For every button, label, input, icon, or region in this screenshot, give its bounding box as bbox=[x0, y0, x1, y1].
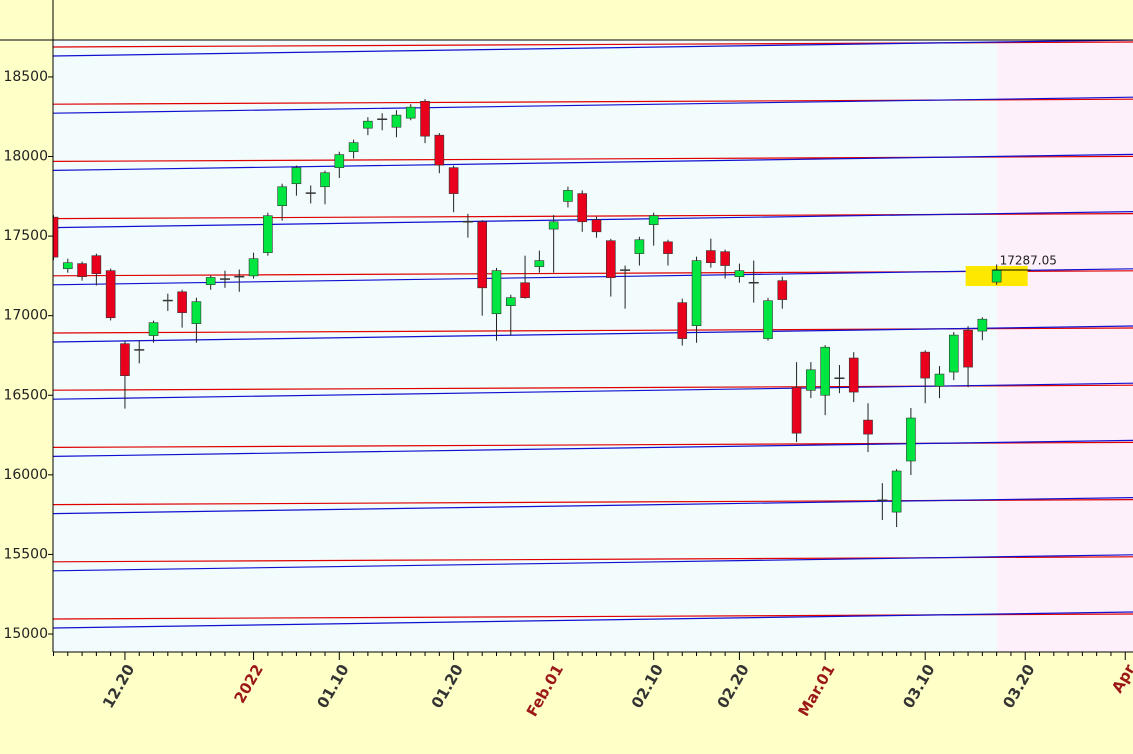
channel-line bbox=[53, 497, 1133, 515]
y-tick-label: 16000 bbox=[3, 467, 48, 483]
candle-body bbox=[348, 142, 359, 153]
candle-body bbox=[505, 297, 516, 306]
candle-body bbox=[434, 134, 445, 166]
candle-body bbox=[277, 186, 287, 206]
candle-body bbox=[677, 302, 688, 339]
y-tick-label: 18000 bbox=[3, 149, 48, 165]
plot-background bbox=[53, 40, 997, 652]
y-tick-label: 17500 bbox=[3, 228, 48, 244]
y-tick-label: 18500 bbox=[3, 69, 48, 85]
candle-body bbox=[477, 221, 488, 289]
candle-body bbox=[906, 417, 916, 462]
candle-body bbox=[791, 387, 802, 434]
channel-line bbox=[53, 325, 1133, 343]
channel-line bbox=[53, 382, 1133, 400]
candle-body bbox=[763, 300, 773, 339]
candle-body bbox=[777, 280, 788, 300]
candle-body bbox=[948, 334, 959, 373]
candle-body bbox=[363, 120, 373, 129]
channel-line bbox=[53, 554, 1133, 572]
candle-body bbox=[320, 172, 330, 188]
candle-body bbox=[934, 373, 945, 387]
candle-body bbox=[105, 270, 116, 319]
candle-body bbox=[591, 219, 602, 233]
candle-body bbox=[963, 329, 973, 368]
candle-body bbox=[334, 154, 345, 168]
candle-body bbox=[634, 239, 645, 254]
candle-body bbox=[706, 250, 716, 263]
candle-body bbox=[62, 262, 73, 270]
candle-body bbox=[248, 258, 259, 277]
candle-body bbox=[520, 282, 530, 298]
candle-body bbox=[91, 255, 102, 274]
candle-body bbox=[720, 251, 730, 266]
candle-body bbox=[691, 260, 702, 327]
candle-body bbox=[391, 114, 402, 128]
candle-body bbox=[891, 470, 902, 513]
candle-body bbox=[534, 260, 545, 267]
channel-line bbox=[53, 611, 1133, 629]
candle-body bbox=[420, 100, 430, 137]
candle-body bbox=[148, 322, 159, 336]
candle-body bbox=[491, 270, 502, 315]
channel-line bbox=[53, 153, 1133, 171]
channel-line bbox=[53, 439, 1133, 457]
candle-body bbox=[663, 241, 673, 254]
candle-body bbox=[548, 221, 559, 230]
candle-body bbox=[205, 277, 216, 285]
candle-body bbox=[806, 369, 816, 391]
candle-body bbox=[563, 190, 573, 202]
candle-body bbox=[263, 215, 273, 253]
y-tick-label: 15000 bbox=[3, 626, 48, 642]
candle-body bbox=[177, 291, 187, 313]
future-region bbox=[997, 40, 1133, 652]
candle-body bbox=[734, 270, 745, 277]
channel-line bbox=[53, 268, 1133, 286]
candle-body bbox=[448, 167, 459, 194]
candle-body bbox=[848, 357, 859, 393]
last-price-label: 17287.05 bbox=[1000, 253, 1057, 267]
candle-body bbox=[405, 106, 416, 119]
candle-body bbox=[648, 215, 659, 225]
candle-body bbox=[977, 318, 988, 332]
y-tick-label: 17000 bbox=[3, 308, 48, 324]
candle-body bbox=[820, 346, 830, 396]
candle-body bbox=[577, 193, 588, 223]
candles: 17287.05 bbox=[53, 99, 1057, 528]
y-tick-label: 16500 bbox=[3, 387, 48, 403]
candle-body bbox=[291, 167, 302, 185]
candle-body bbox=[120, 343, 130, 376]
candle-body bbox=[920, 351, 930, 379]
candle-body bbox=[863, 419, 873, 435]
channel-line bbox=[53, 40, 1133, 57]
channel-line bbox=[53, 96, 1133, 114]
candle-body bbox=[191, 301, 202, 324]
candle-body bbox=[606, 240, 616, 278]
candle-body bbox=[991, 269, 1002, 283]
y-tick-label: 15500 bbox=[3, 546, 48, 562]
candle-body bbox=[77, 263, 87, 277]
